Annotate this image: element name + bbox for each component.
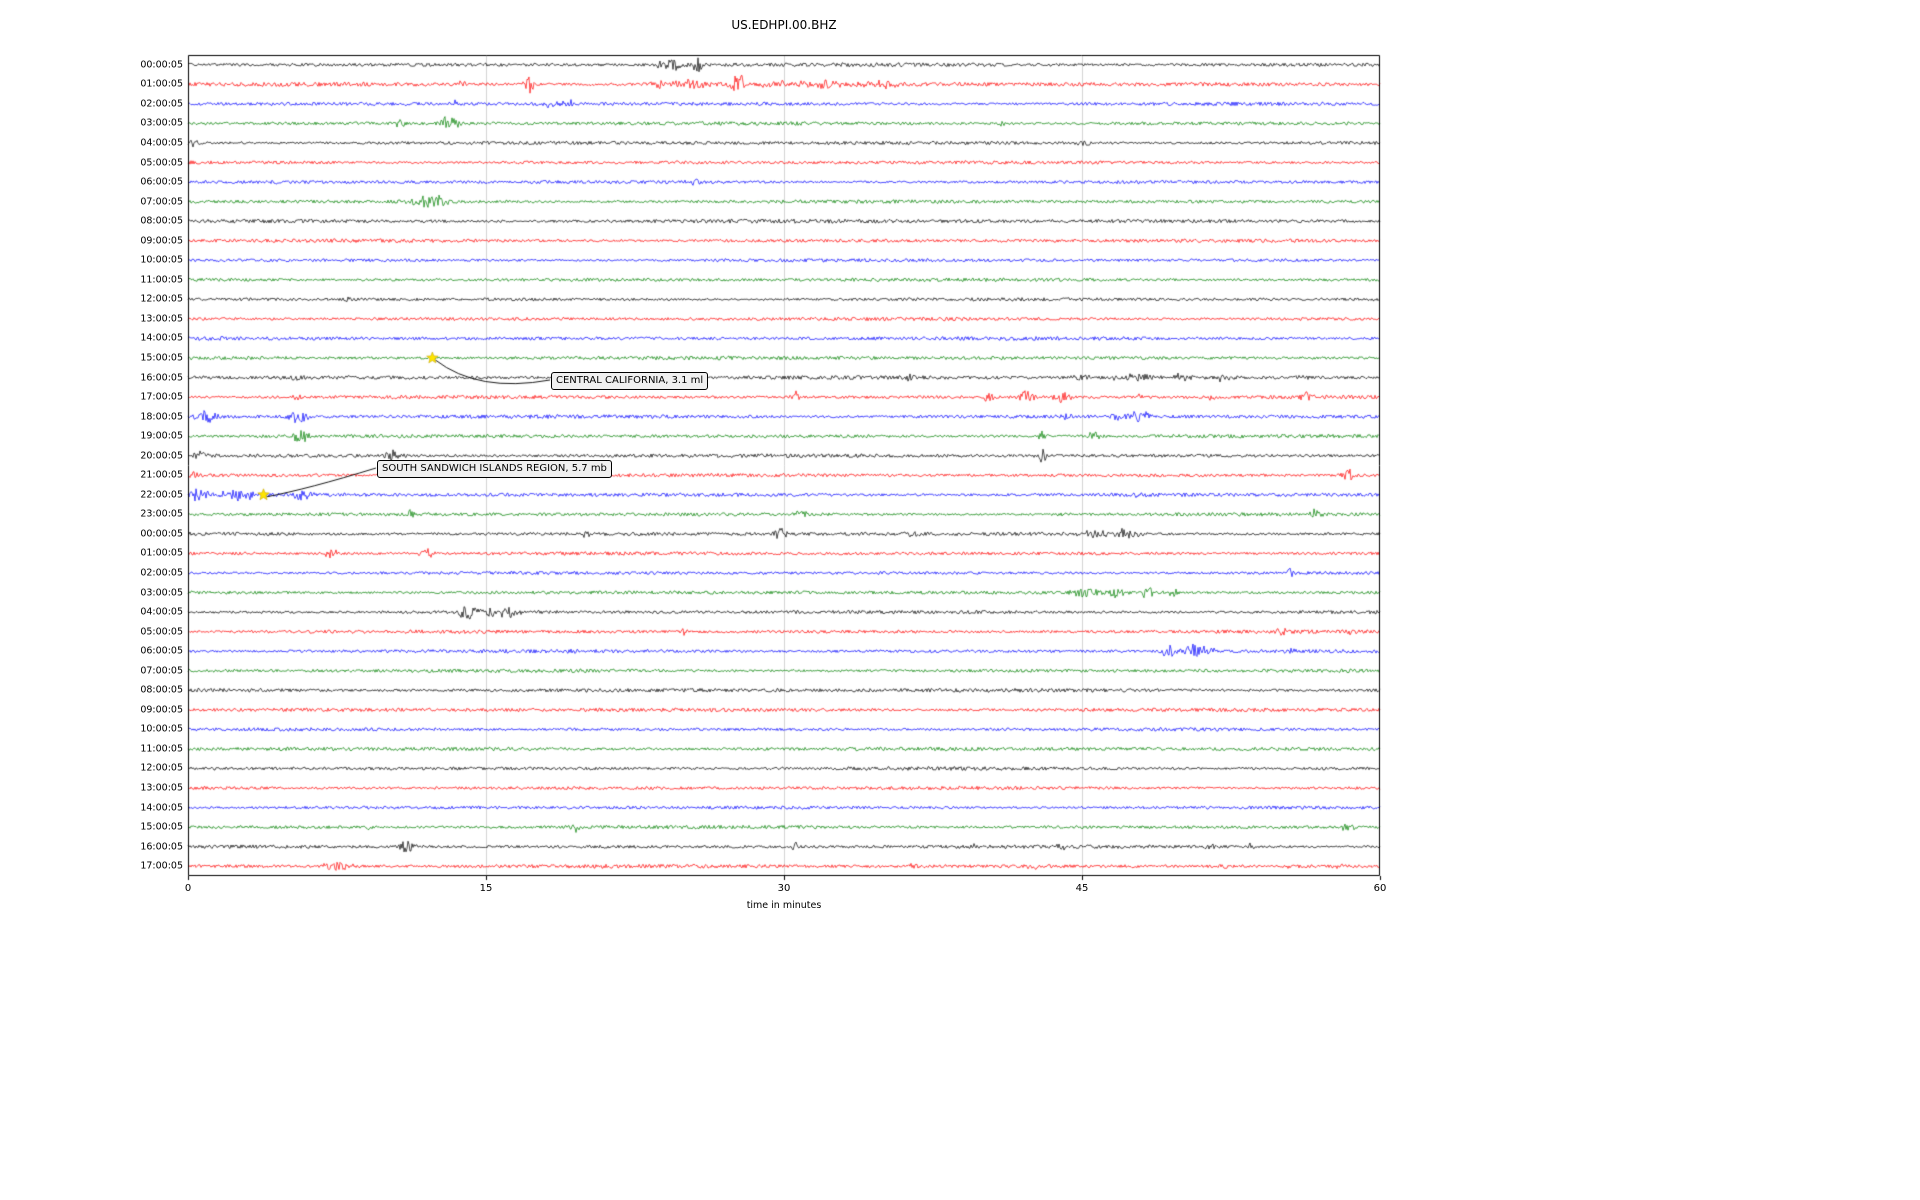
row-label: 10:00:05 <box>140 254 183 266</box>
row-label: 23:00:05 <box>140 508 183 520</box>
row-label: 08:00:05 <box>140 215 183 227</box>
row-label: 04:00:05 <box>140 606 183 618</box>
row-label: 02:00:05 <box>140 567 183 579</box>
row-label: 01:00:05 <box>140 547 183 559</box>
row-label: 15:00:05 <box>140 352 183 364</box>
row-label: 09:00:05 <box>140 235 183 247</box>
x-tick-label: 15 <box>479 883 493 894</box>
row-label: 15:00:05 <box>140 821 183 833</box>
row-label: 21:00:05 <box>140 469 183 481</box>
row-label: 20:00:05 <box>140 450 183 462</box>
row-label: 01:00:05 <box>140 78 183 90</box>
row-label: 11:00:05 <box>140 274 183 286</box>
row-label: 03:00:05 <box>140 117 183 129</box>
row-label: 19:00:05 <box>140 430 183 442</box>
x-tick-label: 30 <box>777 883 791 894</box>
row-label: 09:00:05 <box>140 704 183 716</box>
chart-title: US.EDHPI.00.BHZ <box>731 18 837 32</box>
row-label: 12:00:05 <box>140 762 183 774</box>
row-label: 06:00:05 <box>140 176 183 188</box>
event-annotation: SOUTH SANDWICH ISLANDS REGION, 5.7 mb <box>377 460 612 478</box>
row-label: 05:00:05 <box>140 626 183 638</box>
row-label: 12:00:05 <box>140 293 183 305</box>
row-label: 11:00:05 <box>140 743 183 755</box>
row-label: 06:00:05 <box>140 645 183 657</box>
row-label: 22:00:05 <box>140 489 183 501</box>
row-label: 14:00:05 <box>140 332 183 344</box>
row-label: 07:00:05 <box>140 196 183 208</box>
row-label: 10:00:05 <box>140 723 183 735</box>
row-label: 05:00:05 <box>140 157 183 168</box>
x-axis-label: time in minutes <box>746 900 822 911</box>
row-label: 16:00:05 <box>140 841 183 853</box>
row-label: 02:00:05 <box>140 98 183 110</box>
x-tick-label: 0 <box>184 883 192 894</box>
row-label: 17:00:05 <box>140 391 183 403</box>
row-label: 17:00:05 <box>140 860 183 872</box>
row-label: 14:00:05 <box>140 802 183 814</box>
row-label: 03:00:05 <box>140 587 183 599</box>
row-label: 16:00:05 <box>140 372 183 384</box>
row-label: 00:00:05 <box>140 59 183 71</box>
row-label: 18:00:05 <box>140 411 183 423</box>
row-label: 08:00:05 <box>140 684 183 696</box>
x-tick-label: 45 <box>1075 883 1089 894</box>
row-label: 13:00:05 <box>140 782 183 794</box>
event-annotation: CENTRAL CALIFORNIA, 3.1 ml <box>551 372 709 390</box>
row-label: 07:00:05 <box>140 665 183 677</box>
row-label: 13:00:05 <box>140 313 183 325</box>
row-label: 00:00:05 <box>140 528 183 540</box>
x-tick-label: 60 <box>1373 883 1387 894</box>
row-label: 04:00:05 <box>140 137 183 149</box>
